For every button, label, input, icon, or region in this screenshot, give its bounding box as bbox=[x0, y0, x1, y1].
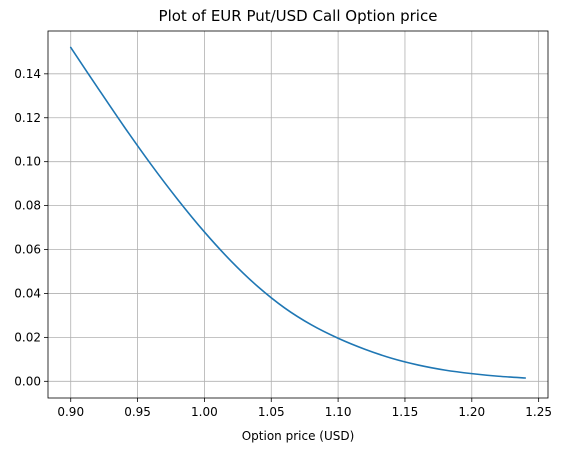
x-tick-label: 1.05 bbox=[258, 405, 285, 419]
plot-area-frame bbox=[47, 30, 549, 399]
y-tick-label: 0.08 bbox=[14, 199, 41, 213]
y-tick-label: 0.10 bbox=[14, 155, 41, 169]
y-axis: 0.00 0.02 0.04 0.06 0.08 0.10 0.12 0.14 bbox=[14, 67, 48, 388]
grid-lines bbox=[48, 31, 548, 398]
y-tick-label: 0.00 bbox=[14, 374, 41, 388]
x-tick-label: 0.95 bbox=[124, 405, 151, 419]
chart-title: Plot of EUR Put/USD Call Option price bbox=[159, 7, 438, 25]
series-layer bbox=[69, 46, 527, 379]
series-line bbox=[69, 46, 527, 379]
x-tick-label: 1.10 bbox=[325, 405, 352, 419]
y-tick-label: 0.14 bbox=[14, 67, 41, 81]
x-tick-label: 1.00 bbox=[191, 405, 218, 419]
x-tick-label: 0.90 bbox=[57, 405, 84, 419]
x-tick-label: 1.25 bbox=[525, 405, 552, 419]
y-tick-label: 0.12 bbox=[14, 111, 41, 125]
x-tick-label: 1.20 bbox=[458, 405, 485, 419]
y-tick-label: 0.06 bbox=[14, 243, 41, 257]
y-tick-label: 0.02 bbox=[14, 330, 41, 344]
x-axis-title: Option price (USD) bbox=[242, 429, 355, 443]
y-tick-label: 0.04 bbox=[14, 286, 41, 300]
x-axis: 0.90 0.95 1.00 1.05 1.10 1.15 1.20 1.25 bbox=[57, 398, 552, 419]
x-tick-label: 1.15 bbox=[392, 405, 419, 419]
